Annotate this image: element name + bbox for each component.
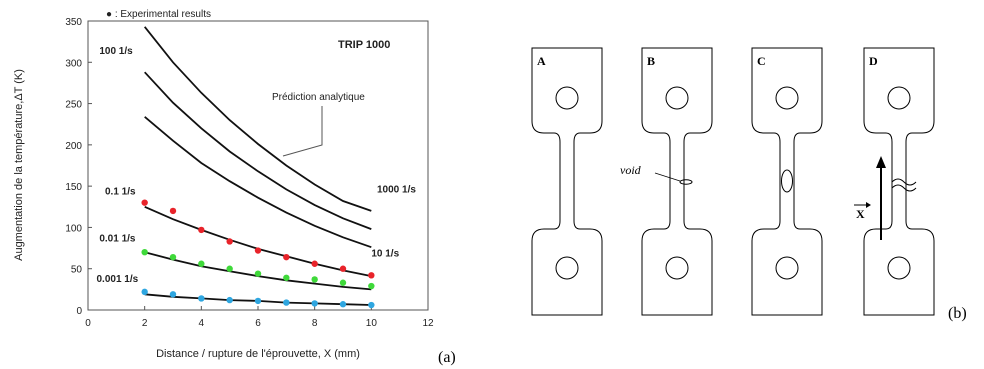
- x-tick-label: 6: [255, 318, 261, 329]
- annotation-leader: [282, 106, 323, 157]
- specimen-outline: [751, 47, 823, 316]
- grip-hole-top: [665, 86, 689, 110]
- panel-label-a: (a): [438, 349, 456, 366]
- y-axis-label: Augmentation de la température,ΔT (K): [13, 69, 25, 261]
- prediction-curve-1: [144, 71, 372, 230]
- data-point: [254, 270, 262, 277]
- grip-hole-top: [555, 86, 579, 110]
- prediction-curves: [143, 26, 372, 306]
- specimen-a: A: [531, 47, 603, 316]
- specimen-outline: [531, 47, 603, 316]
- specimen-b: B: [641, 47, 713, 316]
- data-point: [254, 247, 262, 254]
- panel-label-b: (b): [948, 305, 967, 322]
- y-tick-label: 0: [76, 306, 82, 317]
- prediction-curve-0: [143, 26, 372, 212]
- chart-title: TRIP 1000: [338, 39, 390, 51]
- specimen-label: B: [647, 54, 655, 68]
- curve-label: 10 1/s: [371, 248, 399, 259]
- data-point: [339, 279, 347, 286]
- x-vector-head: [866, 202, 871, 208]
- data-point: [339, 265, 347, 272]
- grip-hole-top: [887, 86, 911, 110]
- crack-upper: [891, 178, 917, 186]
- plot-area: [87, 20, 429, 311]
- data-point: [311, 276, 318, 283]
- curve-label: 0.001 1/s: [97, 274, 139, 285]
- void-small: [679, 179, 693, 185]
- specimen-label: A: [537, 54, 546, 68]
- data-point: [311, 260, 318, 267]
- data-point: [254, 297, 262, 305]
- specimen-outline: [863, 47, 935, 316]
- grip-hole-bottom: [887, 256, 911, 280]
- data-point: [368, 272, 375, 279]
- y-tick-label: 200: [65, 141, 82, 152]
- data-point: [368, 301, 375, 309]
- grip-hole-bottom: [665, 256, 689, 280]
- legend-text: ● : Experimental results: [106, 9, 211, 20]
- plot-frame: [87, 20, 429, 311]
- x-tick-label: 12: [422, 318, 434, 329]
- curve-labels: 100 1/s 1000 1/s 10 1/s 0.1 1/s 0.01 1/s 0.00…: [97, 46, 417, 285]
- y-tick-label: 300: [65, 58, 82, 69]
- axis-ticks: 0 2 4 6 8 10 12 0 50 100 150 200 250 300 350: [65, 17, 434, 329]
- x-tick-label: 8: [312, 318, 318, 329]
- data-point: [198, 260, 205, 267]
- void-leader: [654, 172, 681, 182]
- data-point: [198, 226, 205, 234]
- data-point: [283, 299, 290, 306]
- data-point: [141, 288, 148, 296]
- y-tick-label: 100: [65, 223, 82, 234]
- data-point: [226, 265, 233, 272]
- data-point: [368, 282, 375, 290]
- x-tick-label: 10: [366, 318, 378, 329]
- x-tick-label: 2: [142, 318, 148, 329]
- curve-label: 0.1 1/s: [105, 186, 136, 197]
- x-axis-label: Distance / rupture de l'éprouvette, X (m…: [156, 348, 360, 360]
- x-tick-label: 4: [199, 318, 205, 329]
- specimen-label: D: [869, 54, 878, 68]
- data-point: [141, 199, 148, 206]
- data-point: [226, 296, 233, 304]
- grip-hole-bottom: [775, 256, 799, 280]
- curve-label: 1000 1/s: [377, 185, 416, 196]
- curve-label: 0.01 1/s: [99, 233, 136, 244]
- data-point: [141, 249, 148, 256]
- data-point: [311, 300, 318, 307]
- void-label: void: [620, 163, 642, 177]
- specimen-label: C: [757, 54, 766, 68]
- data-point: [339, 301, 347, 308]
- data-point: [169, 291, 177, 298]
- grip-hole-bottom: [555, 256, 579, 280]
- y-tick-label: 150: [65, 182, 82, 193]
- grip-hole-top: [775, 86, 799, 110]
- void-large: [781, 169, 793, 193]
- data-point: [283, 274, 290, 281]
- data-point: [169, 207, 177, 215]
- x-axis-marker: X: [856, 207, 865, 221]
- prediction-curve-2: [144, 116, 372, 249]
- specimen-c: C: [751, 47, 823, 316]
- experimental-points: [141, 199, 375, 309]
- annotation-prediction: Prédiction analytique: [272, 92, 365, 103]
- curve-label: 100 1/s: [99, 46, 133, 57]
- data-point: [169, 253, 177, 261]
- y-tick-label: 250: [65, 100, 82, 111]
- specimen-d: D: [863, 47, 935, 316]
- x-tick-label: 0: [85, 318, 91, 329]
- data-point: [198, 295, 205, 302]
- y-tick-label: 50: [71, 265, 83, 276]
- data-point: [226, 238, 233, 245]
- prediction-curve-3: [144, 205, 372, 277]
- crack-lower: [891, 184, 917, 192]
- data-point: [283, 253, 290, 261]
- y-tick-label: 350: [65, 17, 82, 28]
- loading-arrow-head: [876, 156, 886, 168]
- specimen-outline: [641, 47, 713, 316]
